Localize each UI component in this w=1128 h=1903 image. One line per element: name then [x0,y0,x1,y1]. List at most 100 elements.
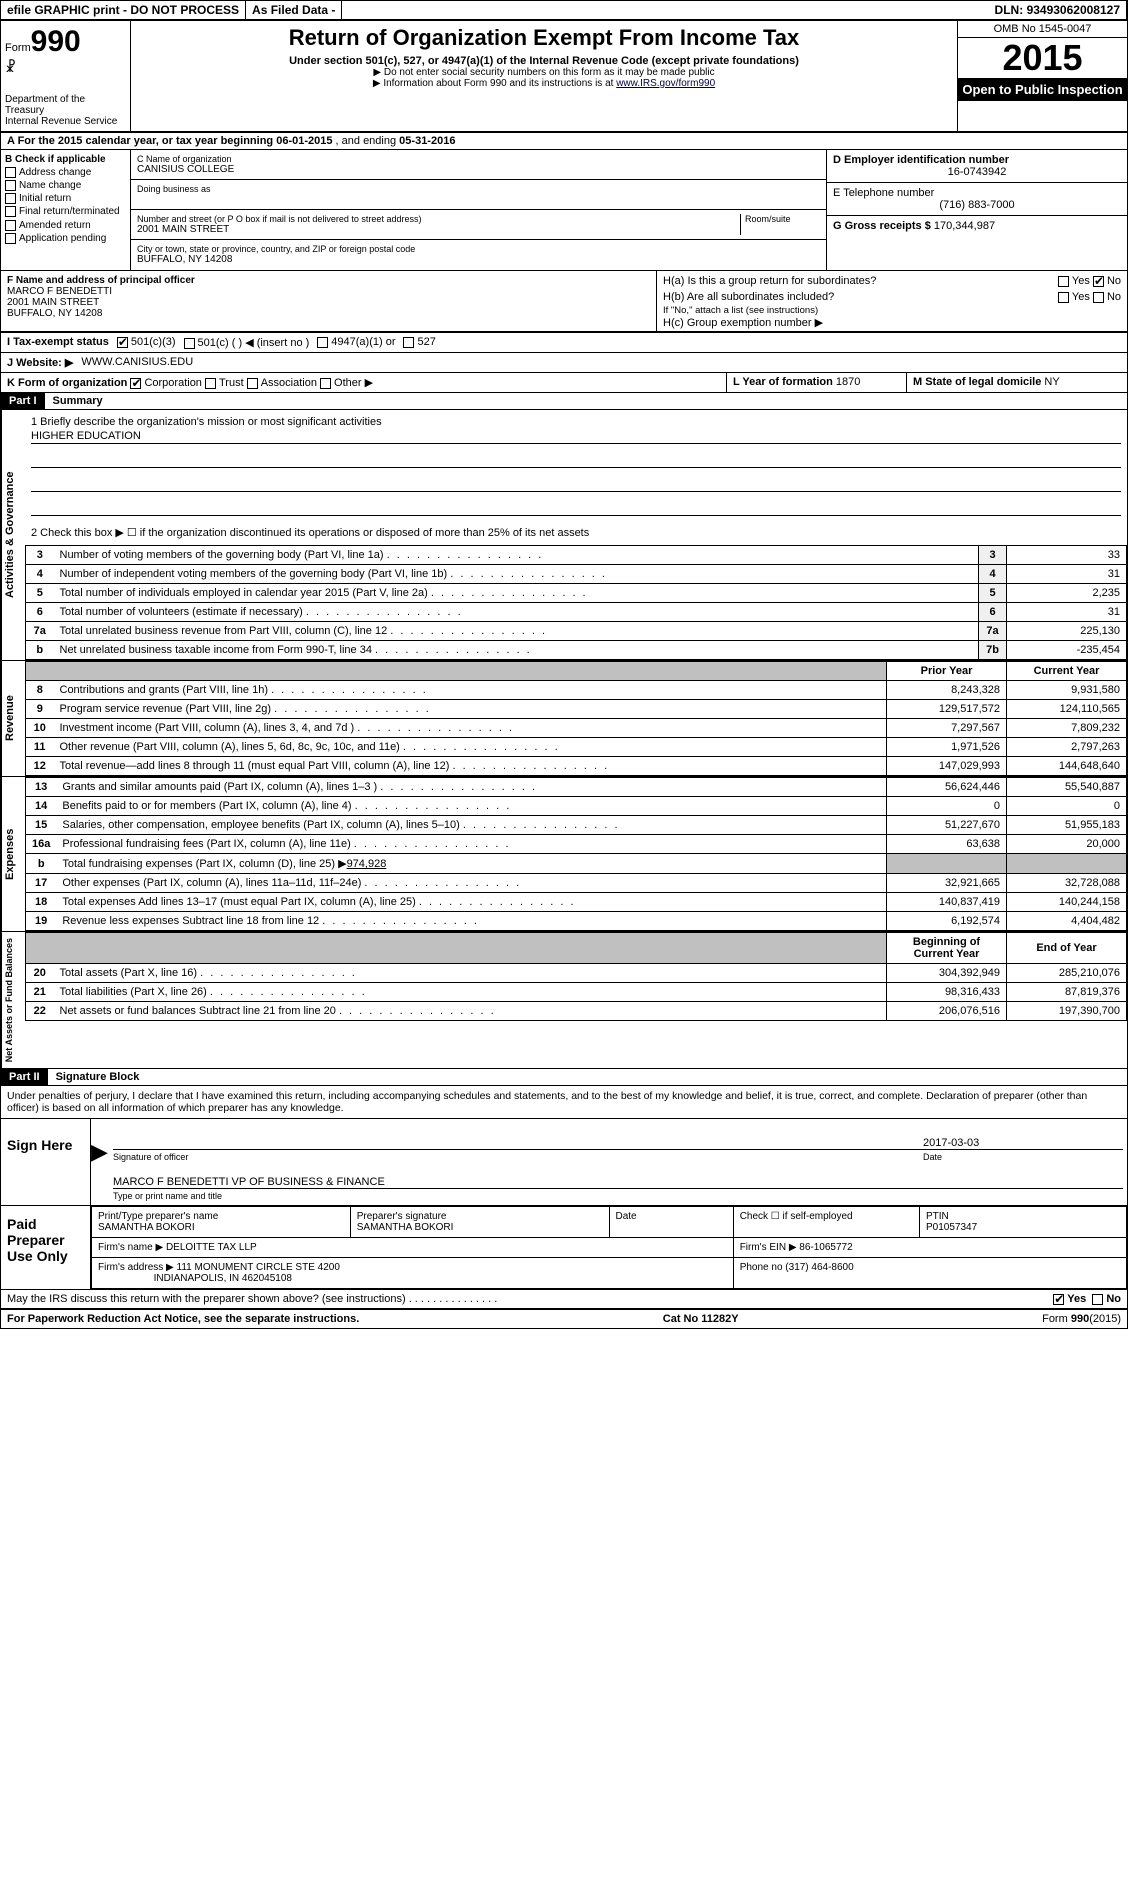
chk-discuss-no[interactable] [1092,1294,1103,1305]
preparer-table: Print/Type preparer's nameSAMANTHA BOKOR… [91,1206,1127,1289]
revenue-block: Revenue Prior YearCurrent Year8Contribut… [1,661,1127,777]
org-city: BUFFALO, NY 14208 [137,254,820,265]
col-current: Current Year [1007,662,1127,681]
line-desc: Number of voting members of the governin… [54,546,979,565]
as-filed: As Filed Data - [246,1,342,19]
footer: For Paperwork Reduction Act Notice, see … [1,1309,1127,1328]
chk-trust[interactable] [205,378,216,389]
col-c-org-info: C Name of organization CANISIUS COLLEGE … [131,150,827,270]
chk-hb-yes[interactable] [1058,292,1069,303]
org-street: 2001 MAIN STREET [137,224,740,235]
part1-bar: Part I Summary [1,392,1127,410]
section-bcd: B Check if applicable Address change Nam… [1,150,1127,271]
rows-ijk: I Tax-exempt status 501(c)(3) 501(c) ( )… [1,332,1127,372]
chk-app-pending[interactable] [5,233,16,244]
line-val: -235,454 [1007,641,1127,660]
chk-501c3[interactable] [117,337,128,348]
revenue-table: Prior YearCurrent Year8Contributions and… [25,661,1127,776]
phone: (716) 883-7000 [833,199,1121,211]
governance-block: Activities & Governance 1 Briefly descri… [1,410,1127,661]
row-a-tax-year: A For the 2015 calendar year, or tax yea… [1,133,1127,150]
line-box: 7a [979,622,1007,641]
row-j-website: J Website: ▶ WWW.CANISIUS.EDU [1,352,1127,372]
row-i-tax-status: I Tax-exempt status 501(c)(3) 501(c) ( )… [1,332,1127,352]
form-id-block: Form990 ☧ Department of the Treasury Int… [1,21,131,131]
line-desc: Total number of individuals employed in … [54,584,979,603]
omb-number: OMB No 1545-0047 [958,21,1127,38]
info-note: ▶ Information about Form 990 and its ins… [141,78,947,89]
mission-text: HIGHER EDUCATION [31,430,1121,444]
chk-initial-return[interactable] [5,193,16,204]
chk-ha-yes[interactable] [1058,276,1069,287]
chk-name-change[interactable] [5,180,16,191]
chk-discuss-yes[interactable] [1053,1294,1064,1305]
dln: DLN: 93493062008127 [989,1,1127,19]
year-block: OMB No 1545-0047 2015 Open to Public Ins… [957,21,1127,131]
discuss-row: May the IRS discuss this return with the… [1,1290,1127,1309]
chk-other[interactable] [320,378,331,389]
form-header: Form990 ☧ Department of the Treasury Int… [1,21,1127,133]
line-desc: Number of independent voting members of … [54,565,979,584]
website: WWW.CANISIUS.EDU [81,356,193,369]
chk-4947[interactable] [317,337,328,348]
line-no: 5 [26,584,54,603]
chk-assoc[interactable] [247,378,258,389]
line-no: 7a [26,622,54,641]
line-val: 31 [1007,565,1127,584]
org-name: CANISIUS COLLEGE [137,164,820,175]
chk-corp[interactable] [130,378,141,389]
netassets-table: Beginning of Current YearEnd of Year20To… [25,932,1127,1021]
row-k-form-org: K Form of organization Corporation Trust… [1,372,1127,392]
line-desc: Net unrelated business taxable income fr… [54,641,979,660]
expenses-block: Expenses 13Grants and similar amounts pa… [1,777,1127,932]
line-desc: Total number of volunteers (estimate if … [54,603,979,622]
principal-officer: F Name and address of principal officer … [1,271,657,331]
perjury-statement: Under penalties of perjury, I declare th… [1,1086,1127,1118]
form-title: Return of Organization Exempt From Incom… [141,25,947,51]
chk-final-return[interactable] [5,206,16,217]
line-val: 2,235 [1007,584,1127,603]
governance-table: 3Number of voting members of the governi… [25,545,1127,660]
irs-link[interactable]: www.IRS.gov/form990 [616,78,715,89]
line-no: 3 [26,546,54,565]
line-no: 6 [26,603,54,622]
line-box: 3 [979,546,1007,565]
chk-527[interactable] [403,337,414,348]
line-box: 7b [979,641,1007,660]
col-d-ein-phone: D Employer identification number 16-0743… [827,150,1127,270]
line-desc: Total unrelated business revenue from Pa… [54,622,979,641]
col-b-checkboxes: B Check if applicable Address change Nam… [1,150,131,270]
expenses-table: 13Grants and similar amounts paid (Part … [25,777,1127,931]
chk-hb-no[interactable] [1093,292,1104,303]
ssn-note: ▶ Do not enter social security numbers o… [141,67,947,78]
line-val: 31 [1007,603,1127,622]
mission-block: 1 Briefly describe the organization's mi… [25,410,1127,545]
line-no: 4 [26,565,54,584]
chk-501c[interactable] [184,338,195,349]
gross-receipts: 170,344,987 [934,220,995,232]
col-prior: Prior Year [887,662,1007,681]
group-return-block: H(a) Is this a group return for subordin… [657,271,1127,331]
paid-preparer-row: Paid Preparer Use Only Print/Type prepar… [1,1206,1127,1290]
tax-year: 2015 [958,38,1127,78]
line-no: b [26,641,54,660]
row-fh: F Name and address of principal officer … [1,271,1127,332]
line-box: 5 [979,584,1007,603]
chk-address-change[interactable] [5,167,16,178]
chk-amended[interactable] [5,220,16,231]
line-val: 33 [1007,546,1127,565]
part2-bar: Part II Signature Block [1,1068,1127,1086]
topbar: efile GRAPHIC print - DO NOT PROCESS As … [1,1,1127,21]
form-title-block: Return of Organization Exempt From Incom… [131,21,957,131]
line-box: 6 [979,603,1007,622]
ein: 16-0743942 [833,166,1121,178]
efile-notice: efile GRAPHIC print - DO NOT PROCESS [1,1,246,19]
chk-ha-no[interactable] [1093,276,1104,287]
line-box: 4 [979,565,1007,584]
form-990-page: efile GRAPHIC print - DO NOT PROCESS As … [0,0,1128,1329]
line-val: 225,130 [1007,622,1127,641]
sign-here-row: Sign Here ▶ 2017-03-03 Signature of offi… [1,1118,1127,1206]
public-inspection: Open to Public Inspection [958,78,1127,101]
netassets-block: Net Assets or Fund Balances Beginning of… [1,932,1127,1068]
form-subtitle: Under section 501(c), 527, or 4947(a)(1)… [141,55,947,67]
